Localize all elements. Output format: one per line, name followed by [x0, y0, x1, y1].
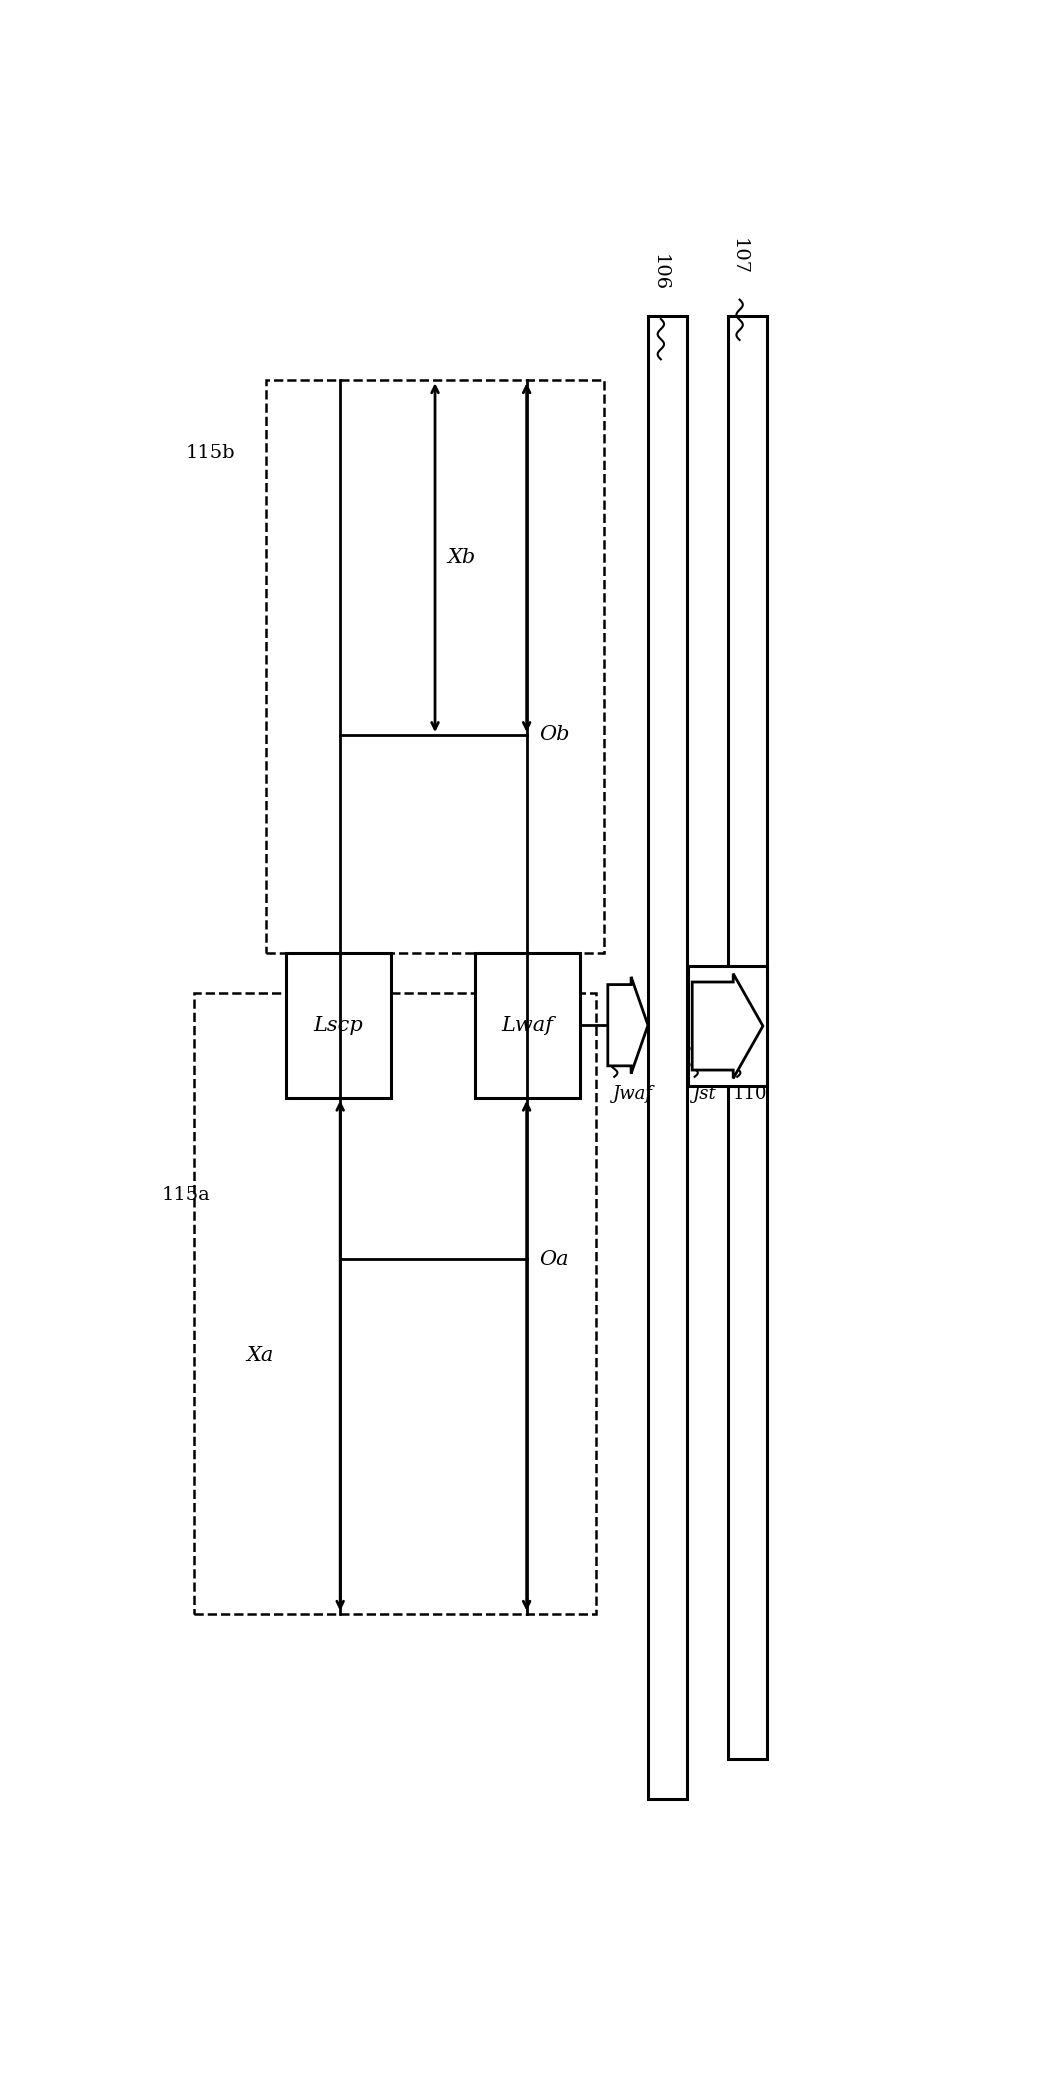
Bar — [728, 316, 767, 1759]
Bar — [648, 316, 686, 1799]
Bar — [286, 953, 391, 1097]
Text: Oa: Oa — [539, 1250, 569, 1269]
Polygon shape — [608, 976, 648, 1074]
Bar — [194, 993, 595, 1614]
Text: Jwaf: Jwaf — [612, 1085, 652, 1104]
Text: Xb: Xb — [447, 549, 475, 567]
Text: 107: 107 — [730, 239, 748, 276]
Text: Xa: Xa — [246, 1346, 274, 1365]
Polygon shape — [693, 974, 763, 1078]
Text: 110: 110 — [732, 1085, 767, 1104]
Text: Jst: Jst — [693, 1085, 716, 1104]
Text: Lscp: Lscp — [314, 1016, 363, 1034]
Text: Ob: Ob — [539, 725, 570, 745]
Text: Lwaf: Lwaf — [502, 1016, 554, 1034]
Text: 115a: 115a — [162, 1185, 211, 1204]
Bar — [267, 381, 604, 953]
Text: 115b: 115b — [186, 444, 235, 463]
Text: 106: 106 — [651, 255, 669, 291]
Bar — [475, 953, 580, 1097]
Bar — [689, 965, 767, 1087]
